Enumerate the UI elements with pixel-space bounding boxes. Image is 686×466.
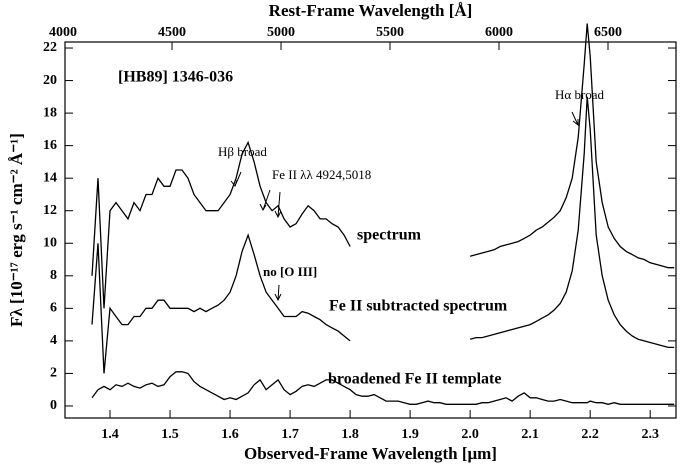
x-tick-label: 2.3	[641, 427, 659, 442]
y-tick-label: 2	[50, 366, 57, 381]
x-tick-label: 1.8	[341, 427, 359, 442]
x2-tick-label: 4000	[49, 25, 77, 40]
x-tick-label: 1.9	[401, 427, 419, 442]
x-tick-label: 1.4	[101, 427, 119, 442]
x2-tick-label: 6000	[485, 25, 513, 40]
y-tick-label: 8	[50, 268, 57, 283]
spectrum-line	[91, 371, 675, 405]
annotation: Hα broad	[555, 87, 605, 102]
y-tick-label: 22	[43, 40, 57, 55]
y-tick-label: 16	[43, 138, 57, 153]
y-tick-label: 0	[50, 398, 57, 413]
x-tick-label: 2.1	[521, 427, 539, 442]
series-label: spectrum	[357, 227, 422, 244]
y-tick-label: 14	[43, 170, 57, 185]
y-tick-label: 4	[50, 333, 57, 348]
arrow	[259, 189, 271, 212]
x-tick-label: 1.7	[281, 427, 299, 442]
series-label: broadened Fe II template	[328, 371, 501, 388]
x2-tick-label: 4500	[158, 25, 186, 40]
arrows	[230, 111, 579, 302]
x-tick-label: 1.6	[221, 427, 239, 442]
annotation: no [O III]	[263, 264, 317, 279]
y-tick-label: 20	[43, 73, 57, 88]
x-axis-label: Observed-Frame Wavelength [μm]	[244, 444, 497, 463]
arrow	[274, 284, 282, 302]
series-label: Fe II subtracted spectrum	[329, 298, 508, 315]
spectrum-line	[91, 23, 675, 309]
y-axis-label: Fλ [10⁻¹⁷ erg s⁻¹ cm⁻² Å⁻¹]	[7, 133, 26, 327]
arrow	[230, 171, 242, 188]
x2-axis-label: Rest-Frame Wavelength [Å]	[269, 1, 473, 20]
y-tick-label: 18	[43, 105, 57, 120]
arrow	[274, 191, 282, 219]
x-tick-label: 1.5	[161, 427, 179, 442]
y-tick-label: 12	[43, 203, 57, 218]
x-tick-label: 2.2	[581, 427, 599, 442]
arrow	[571, 111, 579, 127]
y-tick-label: 6	[50, 301, 57, 316]
x-tick-label: 2.0	[461, 427, 479, 442]
spectrum-line	[91, 96, 675, 374]
x2-tick-label: 5000	[267, 25, 295, 40]
x2-tick-label: 5500	[376, 25, 404, 40]
annotation: [HB89] 1346-036	[118, 69, 233, 86]
y-tick-label: 10	[43, 235, 57, 250]
annotation: Fe II λλ 4924,5018	[272, 167, 371, 182]
x2-tick-label: 6500	[594, 25, 622, 40]
annotation: Hβ broad	[218, 144, 267, 159]
plot-frame	[64, 41, 677, 419]
